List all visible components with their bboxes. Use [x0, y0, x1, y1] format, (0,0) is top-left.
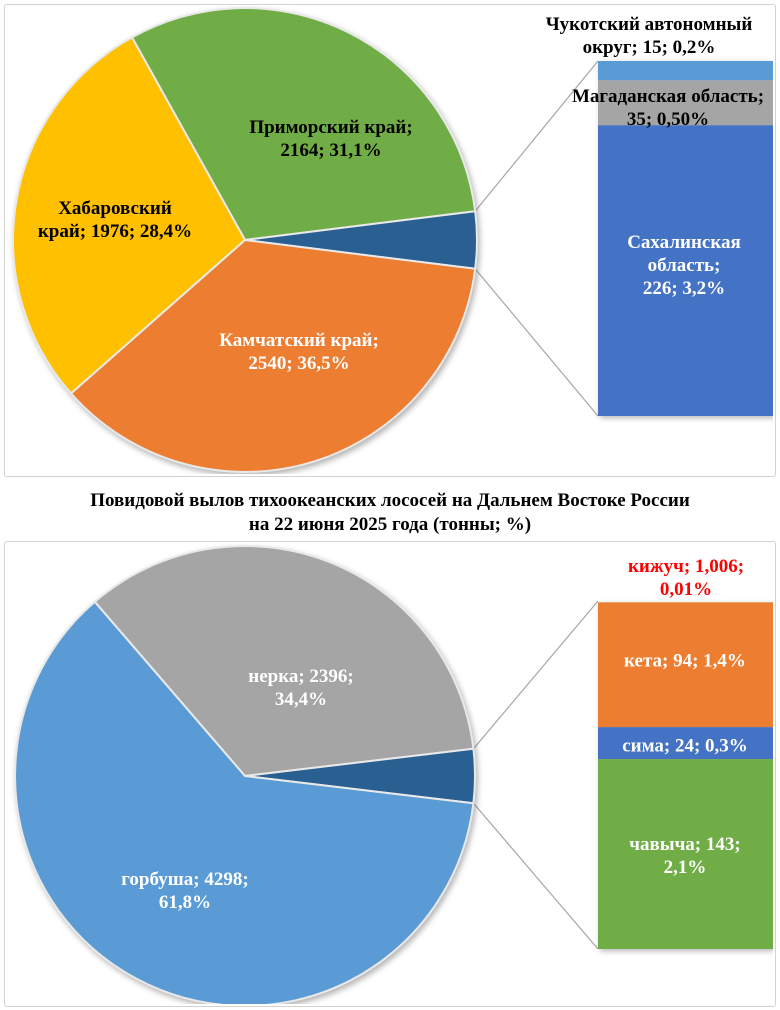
series-connector-line — [474, 268, 599, 417]
bar-segment — [598, 727, 773, 760]
series-connector-line — [474, 60, 599, 212]
khabarovsky-kray-slice-label: Хабаровский край; 1976; 28,4% — [37, 197, 193, 242]
kizhuch-bar-label: кижуч; 1,006; 0,01% — [627, 555, 745, 600]
secondary-stacked-bar — [598, 61, 773, 417]
sakhalin-bar-label: Сахалинская область; 226; 3,2% — [627, 232, 741, 300]
gorbusha-slice-label: горбуша; 4298; 61,8% — [121, 868, 249, 913]
pie-slice — [70, 239, 477, 473]
magadan-bar-label: Магаданская область; 35; 0,50% — [571, 85, 765, 130]
chart-box-species: нерка; 2396; 34,4% горбуша; 4298; 61,8% ки… — [4, 541, 776, 1007]
kamchatsky-kray-slice-label: Камчатский край; 2540; 36,5% — [219, 329, 379, 374]
bar-segment — [598, 80, 773, 126]
bar-segment — [598, 61, 773, 81]
secondary-stacked-bar — [598, 602, 773, 949]
bar-segment — [598, 759, 773, 949]
pie-slice — [131, 7, 477, 241]
pie-slice — [12, 36, 246, 395]
regions-pie-of-pie-chart — [12, 7, 773, 473]
species-pie-of-pie-chart — [14, 544, 773, 1004]
keta-bar-label: кета; 94; 1,4% — [624, 650, 746, 672]
series-connector-line — [472, 802, 599, 950]
primorsky-kray-slice-label: Приморский край; 2164; 31,1% — [249, 116, 413, 161]
pie-slice — [93, 544, 475, 777]
sima-bar-label: сима; 24; 0,3% — [622, 735, 748, 757]
chart-title: Повидовой вылов тихоокеанских лососей на… — [90, 490, 690, 535]
main-pie — [12, 7, 478, 473]
bar-segment — [598, 602, 773, 728]
pie-slice — [14, 600, 475, 1004]
nerka-slice-label: нерка; 2396; 34,4% — [248, 665, 354, 710]
bar-segment — [598, 125, 773, 417]
chukotka-bar-label: Чукотский автономный округ; 15; 0,2% — [545, 13, 753, 58]
series-connector-line — [472, 600, 599, 750]
chavycha-bar-label: чавыча; 143; 2,1% — [629, 833, 741, 878]
chart-box-regions: Приморский край; 2164; 31,1% Хабаровский к… — [4, 4, 776, 477]
main-pie — [14, 544, 476, 1004]
